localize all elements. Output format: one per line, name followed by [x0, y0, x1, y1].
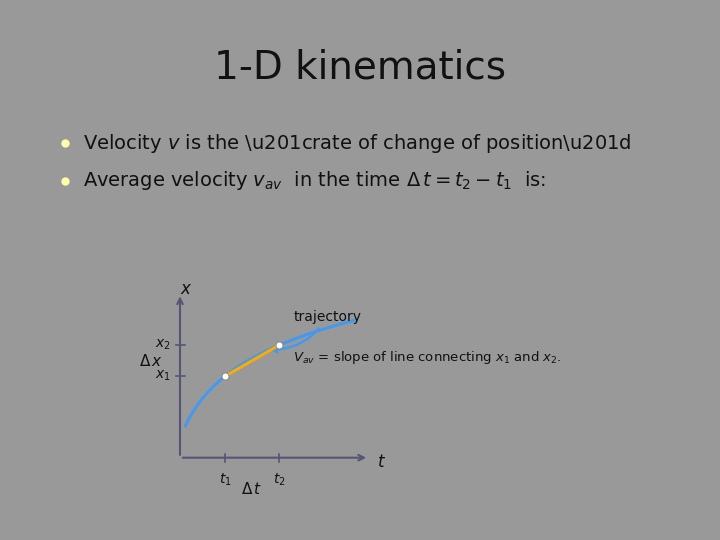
Text: t: t	[378, 454, 385, 471]
Text: Average velocity $v_{av}$  in the time $\Delta\,t = t_2 - t_1$  is:: Average velocity $v_{av}$ in the time $\…	[83, 170, 546, 192]
Text: $V_{av}$ = slope of line connecting $x_1$ and $x_2$.: $V_{av}$ = slope of line connecting $x_1…	[294, 349, 562, 366]
Text: $\Delta\,x$: $\Delta\,x$	[139, 353, 163, 369]
Text: $t_1$: $t_1$	[219, 472, 231, 488]
Text: $x_1$: $x_1$	[156, 369, 171, 383]
Text: x: x	[181, 280, 190, 298]
Text: $\Delta\,t$: $\Delta\,t$	[241, 481, 263, 497]
Text: Velocity $v$ is the \u201crate of change of position\u201d: Velocity $v$ is the \u201crate of change…	[83, 132, 631, 154]
Text: $t_2$: $t_2$	[273, 472, 285, 488]
Text: trajectory: trajectory	[272, 309, 361, 353]
Text: 1-D kinematics: 1-D kinematics	[214, 49, 506, 86]
Text: $x_2$: $x_2$	[156, 338, 171, 353]
